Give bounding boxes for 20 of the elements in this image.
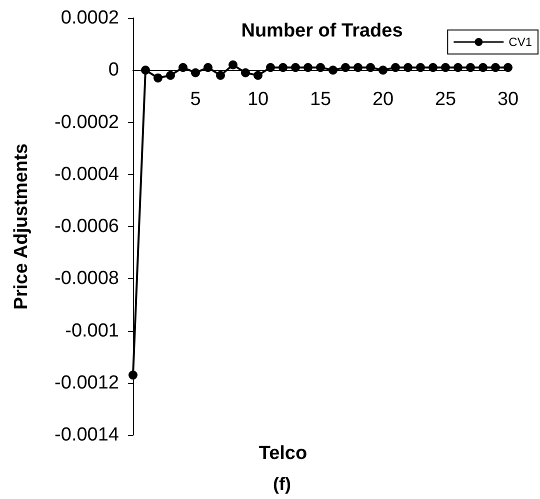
y-tick-label: -0.0014 [54,424,120,446]
y-axis-title: Price Adjustments [11,143,32,310]
x-tick-label: 10 [247,89,269,110]
x-tick-label: 15 [310,89,332,110]
y-tick-label: -0.0012 [54,372,119,394]
x-tick-label: 30 [497,89,519,110]
x-tick-label: 5 [190,89,201,110]
y-tick-label: -0.0002 [54,112,119,133]
text: (f) [273,474,291,494]
x-tick-label: 20 [372,89,394,110]
x-axis-title: Number of Trades [241,20,403,42]
y-tick-label: -0.0008 [54,268,119,290]
y-tick-label: -0.001 [65,320,119,342]
legend-label: CV1 [508,35,532,49]
y-tick-label: -0.0004 [54,164,120,185]
y-tick-label: 0 [108,60,119,81]
x-tick-label: 25 [434,89,456,110]
text: Telco [258,443,308,464]
y-tick-label: 0.0002 [60,8,119,28]
y-tick-label: -0.0006 [54,216,119,237]
